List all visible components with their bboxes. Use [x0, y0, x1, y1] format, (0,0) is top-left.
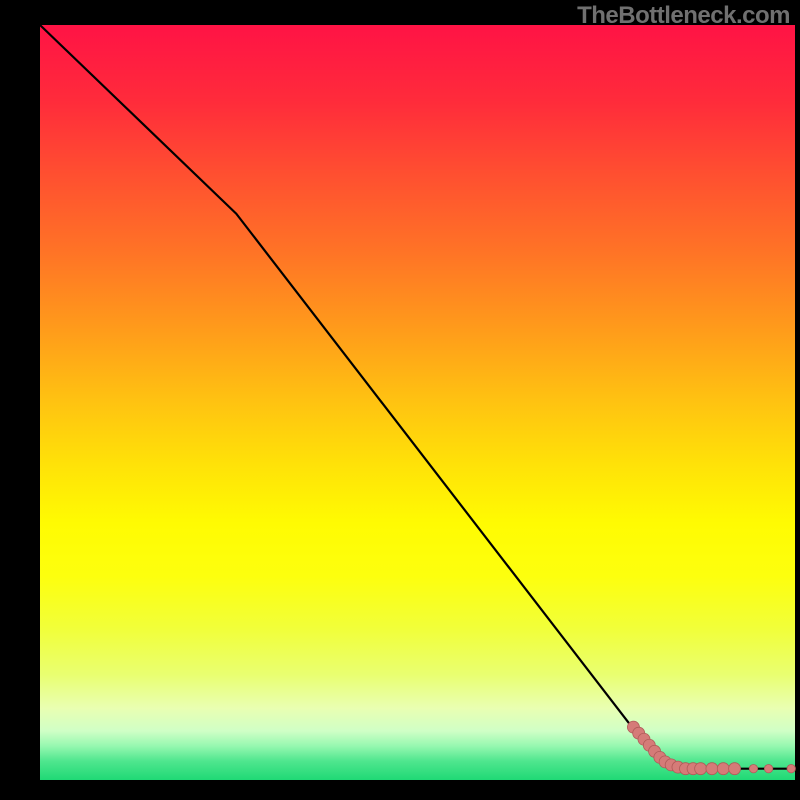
chart-plot-bg [40, 25, 795, 780]
chart-container: TheBottleneck.com [0, 0, 800, 800]
data-point [706, 763, 718, 775]
data-point [729, 763, 741, 775]
data-point [764, 764, 772, 772]
data-point [787, 764, 795, 772]
data-point [717, 763, 729, 775]
watermark-text: TheBottleneck.com [577, 2, 790, 30]
bottleneck-chart [0, 0, 800, 800]
data-point [695, 763, 707, 775]
data-point [749, 764, 757, 772]
